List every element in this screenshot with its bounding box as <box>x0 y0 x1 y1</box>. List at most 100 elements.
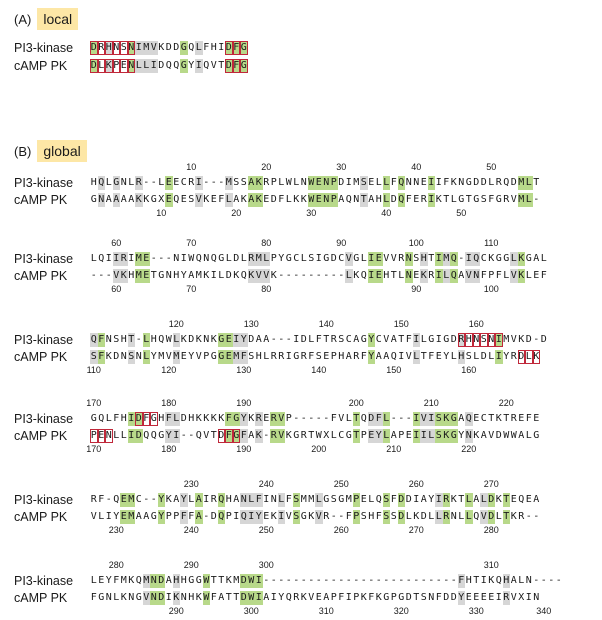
residue: M <box>195 270 202 281</box>
residue: G <box>323 253 330 264</box>
position-tick: 80 <box>261 284 272 294</box>
residue: A <box>255 334 262 345</box>
residue: Q <box>97 176 105 190</box>
residue: R <box>270 351 277 362</box>
residue: E <box>473 592 480 603</box>
residue: L <box>420 334 427 345</box>
residue: Q <box>345 194 352 205</box>
residue: K <box>120 592 127 603</box>
position-tick: 220 <box>498 398 514 408</box>
residue: Q <box>397 193 405 207</box>
section-b-letter: (B) <box>14 143 32 159</box>
residue: N <box>270 494 277 505</box>
residue: E <box>375 269 383 283</box>
residue: G <box>188 575 195 586</box>
residue: R <box>518 511 525 522</box>
residue: E <box>210 194 217 205</box>
position-tick: 50 <box>486 162 497 172</box>
residue: G <box>450 412 458 426</box>
residue: T <box>218 575 225 586</box>
residue: L <box>98 511 105 522</box>
position-tick: 300 <box>258 560 274 570</box>
residue: H <box>502 574 510 588</box>
residue: I <box>480 575 487 586</box>
residue: - <box>525 511 532 522</box>
residue: N <box>353 194 360 205</box>
residue: E <box>533 270 540 281</box>
residue: F <box>428 351 435 362</box>
residue: F <box>495 270 502 281</box>
residue: A <box>173 494 180 505</box>
residue: L <box>405 511 412 522</box>
residue: T <box>323 334 330 345</box>
residue: H <box>172 574 180 588</box>
residue: A <box>473 494 480 505</box>
residue: V <box>420 412 428 426</box>
position-tick: 150 <box>386 365 402 375</box>
residue: F <box>240 429 248 443</box>
residue: K <box>293 194 300 205</box>
residue: H <box>368 511 375 522</box>
residue: T <box>210 575 217 586</box>
residue: - <box>105 270 112 281</box>
residue: H <box>188 413 195 424</box>
residue: - <box>548 575 555 586</box>
position-tick: 180 <box>161 444 177 454</box>
residue: N <box>472 269 480 283</box>
residue: - <box>135 334 142 345</box>
residue: A <box>195 510 203 524</box>
residue: I <box>105 511 112 522</box>
residue: - <box>323 575 330 586</box>
residue: - <box>270 334 277 345</box>
residue: G <box>293 430 300 441</box>
residue: V <box>285 511 292 522</box>
position-tick: 270 <box>408 525 424 535</box>
residue: T <box>225 592 232 603</box>
residue: Q <box>173 194 180 205</box>
residue: I <box>525 592 532 603</box>
residue: F <box>338 592 345 603</box>
residue: Y <box>150 351 157 362</box>
residue: - <box>555 575 562 586</box>
residue: Q <box>195 253 202 264</box>
residue: Y <box>503 351 510 362</box>
residue: L <box>105 177 112 188</box>
residue: Y <box>278 592 285 603</box>
residue: A <box>112 193 120 207</box>
residue: A <box>233 194 240 205</box>
residue: F <box>480 270 487 281</box>
residue: N <box>413 177 420 188</box>
residue: I <box>465 252 473 266</box>
residue: - <box>293 413 300 424</box>
residue: V <box>345 252 353 266</box>
residue: Q <box>240 270 247 281</box>
position-tick: 200 <box>348 398 364 408</box>
residue: F <box>113 413 120 424</box>
residue: G <box>428 334 435 345</box>
residue: - <box>300 413 307 424</box>
residue: Q <box>450 252 458 266</box>
position-tick: 240 <box>183 525 199 535</box>
residue: L <box>488 177 495 188</box>
residue: D <box>338 177 345 188</box>
residue: C <box>375 334 382 345</box>
residue: L <box>90 575 97 586</box>
residue: A <box>353 334 360 345</box>
residue: D <box>240 574 248 588</box>
residue: L <box>308 334 315 345</box>
residue: S <box>360 176 368 190</box>
row-label-top: PI3-kinase <box>14 493 74 507</box>
residue: S <box>90 350 98 364</box>
residue: L <box>518 575 525 586</box>
residue: - <box>390 575 397 586</box>
residue: V <box>112 269 120 283</box>
position-tick: 40 <box>381 208 392 218</box>
alignment-row-bottom: cAMP PK <box>14 510 90 524</box>
residue: T <box>443 194 450 205</box>
residue: F <box>488 194 495 205</box>
residue: P <box>330 351 337 362</box>
residue: I <box>420 429 428 443</box>
residue: K <box>195 413 202 424</box>
alignment-row-top: PI3-kinase <box>14 412 90 426</box>
residue: V <box>142 591 150 605</box>
